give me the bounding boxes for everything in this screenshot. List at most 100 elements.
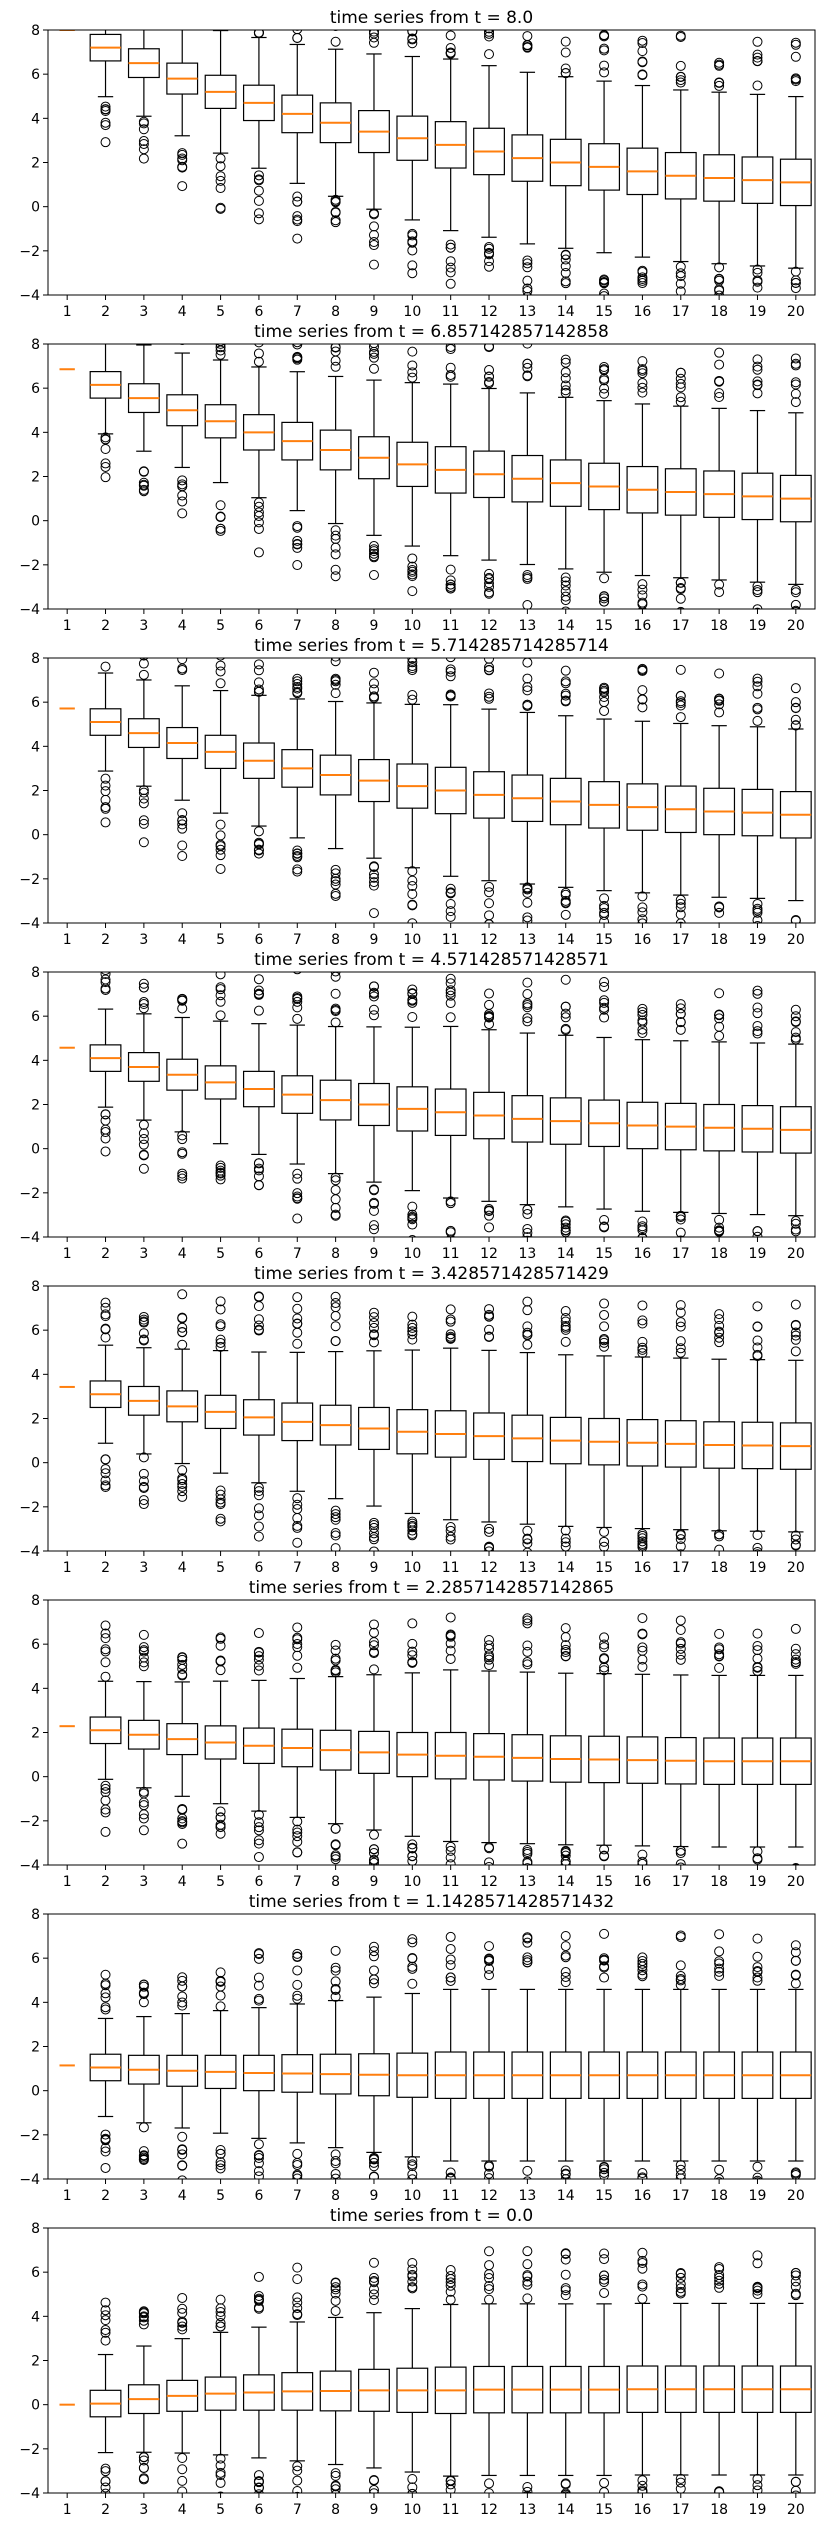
outlier-point [100, 1115, 111, 1126]
outlier-point [292, 673, 303, 684]
outlier-point [138, 669, 149, 680]
outlier-point [177, 1322, 188, 1333]
outlier-point [407, 38, 418, 49]
outlier-point [177, 475, 188, 486]
outlier-point [100, 2310, 111, 2321]
outlier-point [177, 1130, 188, 1141]
outlier-point [484, 693, 495, 704]
outlier-point [484, 1640, 495, 1651]
outlier-point [637, 1536, 648, 1547]
outlier-point [560, 254, 571, 265]
outlier-point [407, 988, 418, 999]
outlier-point [560, 1644, 571, 1655]
x-tick-label: 3 [139, 2502, 148, 2518]
box-9 [358, 1307, 390, 1551]
outlier-point [100, 1787, 111, 1798]
x-tick-label: 13 [518, 2188, 536, 2204]
axes-frame [47, 657, 816, 924]
outlier-point [138, 1495, 149, 1506]
x-tick-label: 2 [101, 2188, 110, 2204]
y-tick-label: 0 [31, 828, 40, 844]
outlier-point [599, 1954, 610, 1965]
outlier-point [368, 1640, 379, 1651]
outlier-point [675, 367, 686, 378]
outlier-point [715, 1898, 724, 1907]
outlier-point [330, 2156, 341, 2167]
outlier-point [177, 819, 188, 830]
outlier-point [446, 2518, 455, 2527]
outlier-point [330, 1962, 341, 1973]
x-tick-label: 4 [178, 932, 187, 948]
box-3 [127, 30, 160, 164]
x-tick-label: 20 [787, 932, 805, 948]
outlier-point [445, 990, 456, 1001]
outlier-point [407, 586, 418, 597]
outlier-point [292, 1292, 303, 1303]
y-tick-label: 2 [31, 1726, 40, 1742]
outlier-point [177, 2452, 188, 2463]
outlier-point [675, 1017, 686, 1028]
outlier-point [330, 1291, 341, 1302]
outlier-point [560, 1312, 571, 1323]
outlier-point [100, 1992, 111, 2003]
outlier-point [675, 1960, 686, 1971]
outlier-point [253, 1825, 264, 1836]
outlier-point [445, 1852, 456, 1863]
outlier-point [752, 1854, 763, 1865]
outlier-point [330, 1184, 341, 1195]
box-9 [358, 981, 390, 1235]
outlier-point [253, 974, 264, 985]
outlier-point [100, 1783, 111, 1794]
box-16 [626, 1300, 659, 1551]
outlier-point [522, 258, 533, 269]
x-tick-label: 15 [595, 2502, 613, 2518]
outlier-point [790, 714, 801, 725]
outlier-point [253, 659, 264, 670]
outlier-point [177, 1981, 188, 1992]
outlier-point [253, 2158, 264, 2169]
box-2 [89, 2297, 122, 2493]
outlier-point [330, 1321, 341, 1332]
outlier-point [368, 1627, 379, 1638]
outlier-point [522, 1002, 533, 1013]
box-12 [473, 2246, 505, 2493]
outlier-point [676, 1862, 686, 1865]
outlier-point [752, 1661, 763, 1672]
outlier-point [177, 1997, 188, 2008]
outlier-point [445, 978, 456, 989]
outlier-point [637, 1533, 648, 1544]
outlier-point [752, 36, 763, 47]
outlier-point [484, 1541, 495, 1551]
y-tick-label: −4 [19, 1544, 40, 1560]
outlier-point [753, 1261, 762, 1270]
box-8 [319, 30, 352, 228]
outlier-point [560, 1525, 571, 1536]
outlier-point [714, 1649, 725, 1660]
box-18 [703, 1309, 736, 1588]
outlier-point [215, 1334, 226, 1345]
outlier-point [599, 67, 610, 78]
outlier-point [715, 1579, 724, 1588]
outlier-point [138, 1334, 149, 1345]
outlier-point [790, 1027, 801, 1038]
outlier-point [522, 1223, 533, 1234]
outlier-point [637, 2475, 648, 2486]
outlier-point [445, 1975, 456, 1986]
outlier-point [637, 891, 648, 902]
outlier-point [560, 1336, 571, 1347]
outlier-point [177, 664, 188, 675]
outlier-point [560, 373, 571, 384]
outlier-point [675, 2477, 686, 2488]
box-11 [434, 1612, 467, 1865]
outlier-point [368, 869, 379, 880]
x-tick-label: 7 [293, 1560, 302, 1576]
y-tick-label: −2 [19, 1500, 40, 1516]
outlier-point [599, 591, 610, 602]
outlier-point [138, 1139, 149, 1150]
outlier-point [522, 2293, 533, 2304]
box-16 [626, 663, 659, 923]
outlier-point [368, 1312, 379, 1323]
outlier-point [446, 0, 455, 7]
outlier-point [177, 1479, 188, 1490]
outlier-point [177, 479, 188, 490]
